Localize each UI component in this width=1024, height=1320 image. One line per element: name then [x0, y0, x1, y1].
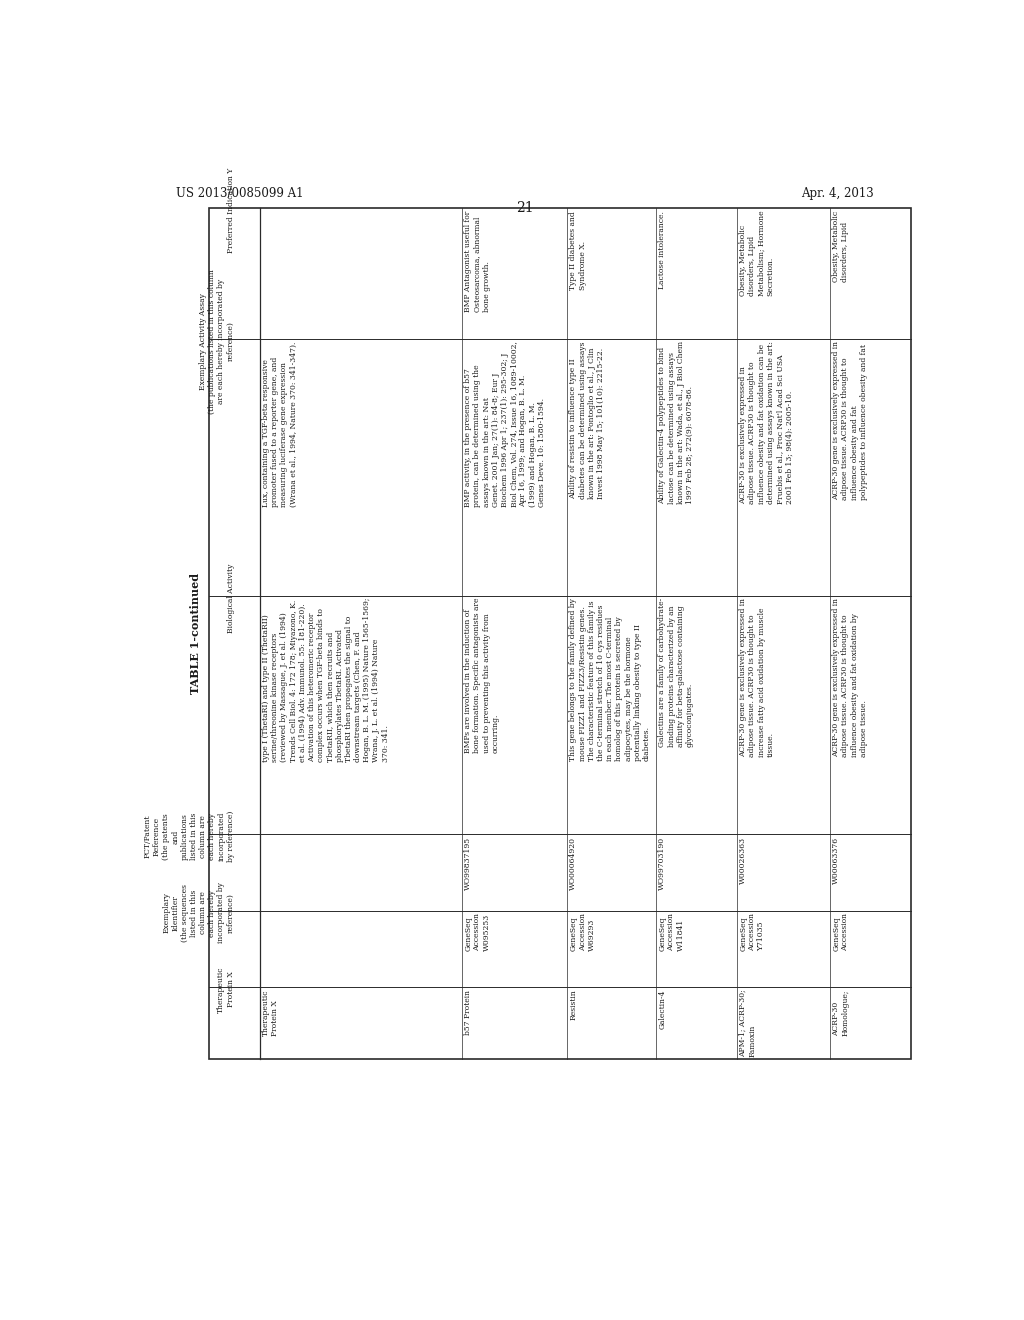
Text: WO99837195: WO99837195 [464, 837, 472, 890]
Text: This gene belongs to the family defined by
mouse FIZZ1 and FIZZ3/Resistin genes.: This gene belongs to the family defined … [569, 598, 651, 760]
Text: ACRP-30
Homologue;: ACRP-30 Homologue; [833, 990, 849, 1036]
Text: Ability of Galectin-4 polypeptides to bind
lactose can be determined using assay: Ability of Galectin-4 polypeptides to bi… [658, 342, 694, 504]
Text: GeneSeq
Accession
W095253: GeneSeq Accession W095253 [464, 913, 490, 950]
Text: Obesity, Metabolic
disorders, Lipid: Obesity, Metabolic disorders, Lipid [833, 211, 849, 282]
Text: BMP Antagonist useful for
Osteosarcoma, abnormal
bone growth.: BMP Antagonist useful for Osteosarcoma, … [464, 211, 490, 312]
Text: Biological Activity: Biological Activity [226, 564, 234, 632]
Text: Apr. 4, 2013: Apr. 4, 2013 [801, 187, 873, 199]
Text: ACRP-30 gene is exclusively expressed in
adipose tissue. ACRP30 is thought to
in: ACRP-30 gene is exclusively expressed in… [833, 342, 867, 500]
Text: Exemplary Activity Assay
(the publications listed in this column
are each hereby: Exemplary Activity Assay (the publicatio… [199, 269, 234, 413]
Text: Lactose intolerance.: Lactose intolerance. [658, 211, 667, 289]
Text: BMP activity, in the presence of b57
protein, can be determined using the
assays: BMP activity, in the presence of b57 pro… [464, 342, 546, 507]
Text: Obesity, Metabolic
disorders, Lipid
Metabolism; Hormone
Secretion.: Obesity, Metabolic disorders, Lipid Meta… [739, 211, 775, 297]
Text: Galectins are a family of carbohydrate-
binding proteins characterized by an
aff: Galectins are a family of carbohydrate- … [658, 598, 694, 747]
Text: type I (ThetaRI) and type II (ThetaRII)
serine/threonine kinase receptors
(revie: type I (ThetaRI) and type II (ThetaRII) … [262, 598, 390, 763]
Text: APM-1; ACRP-30;
Famoxin: APM-1; ACRP-30; Famoxin [739, 990, 757, 1057]
Text: ACRP-30 is exclusively expressed in
adipose tissue. ACRP30 is thought to
influen: ACRP-30 is exclusively expressed in adip… [739, 342, 794, 504]
Text: W00063376: W00063376 [833, 837, 841, 883]
Text: 21: 21 [516, 201, 534, 215]
Text: b57 Protein: b57 Protein [464, 990, 472, 1035]
Text: ACRP-30 gene is exclusively expressed in
adipose tissue. ACRP30 is thought to
in: ACRP-30 gene is exclusively expressed in… [739, 598, 775, 756]
Text: BMPs are involved in the induction of
bone formation. Specific antagonists are
u: BMPs are involved in the induction of bo… [464, 598, 500, 754]
Text: Therapeutic
Protein X: Therapeutic Protein X [262, 990, 280, 1036]
Text: Lux, containing a TGF-beta responsive
promoter fused to a reporter gene, and
mea: Lux, containing a TGF-beta responsive pr… [262, 342, 298, 507]
Text: WO99703190: WO99703190 [658, 837, 667, 890]
Text: TABLE 1-continued: TABLE 1-continued [189, 573, 201, 694]
Text: WO00064920: WO00064920 [569, 837, 578, 890]
Text: Therapeutic
Protein X: Therapeutic Protein X [217, 966, 234, 1012]
Text: GeneSeq
Accession
W11841: GeneSeq Accession W11841 [658, 913, 685, 950]
Text: W00026363: W00026363 [739, 837, 748, 883]
Text: Galectin-4: Galectin-4 [658, 990, 667, 1030]
Text: US 2013/0085099 A1: US 2013/0085099 A1 [176, 187, 303, 199]
Text: GeneSeq
Accession
W69293: GeneSeq Accession W69293 [569, 913, 596, 950]
Text: Resistin: Resistin [569, 990, 578, 1020]
Text: GeneSeq
Accession: GeneSeq Accession [833, 913, 849, 950]
Text: GeneSeq
Accession
Y71035: GeneSeq Accession Y71035 [739, 913, 766, 950]
Text: Type II diabetes and
Syndrome X.: Type II diabetes and Syndrome X. [569, 211, 587, 289]
Text: PCT/Patent
Reference
(the patents
and
publications
listed in this
column are
eac: PCT/Patent Reference (the patents and pu… [143, 810, 234, 862]
Text: Preferred Indication Y: Preferred Indication Y [226, 168, 234, 253]
Text: Exemplary
Identifier
(the sequences
listed in this
column are
each hereby
incorp: Exemplary Identifier (the sequences list… [162, 883, 234, 944]
Text: Ability of resistin to influence type II
diabetes can be determined using assays: Ability of resistin to influence type II… [569, 342, 605, 499]
Bar [209, 209, 910, 1059]
Text: ACRP-30 gene is exclusively expressed in
adipose tissue. ACRP30 is thought to
in: ACRP-30 gene is exclusively expressed in… [833, 598, 867, 756]
